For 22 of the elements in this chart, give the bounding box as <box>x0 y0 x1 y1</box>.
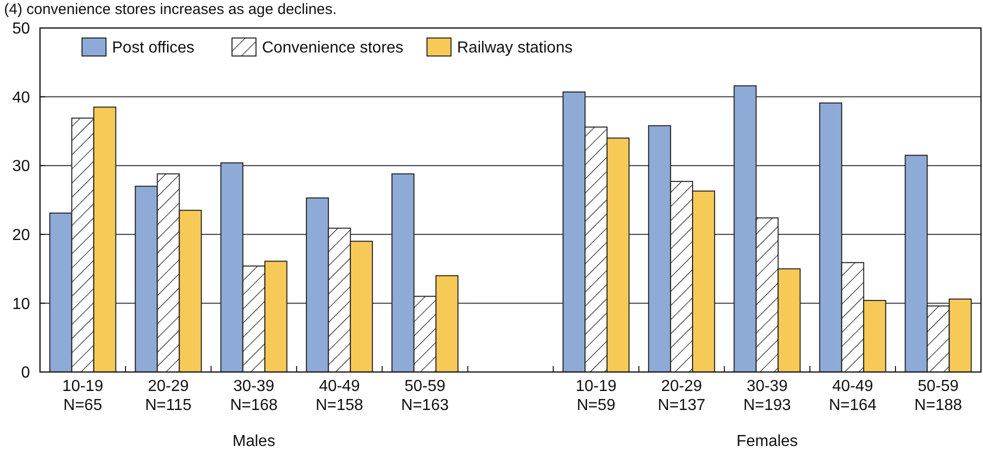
y-tick-label: 50 <box>12 20 30 38</box>
x-tick-label: 20-29 N=137 <box>658 378 706 414</box>
y-tick-label: 30 <box>12 158 30 176</box>
x-tick-label: 10-19 N=65 <box>62 378 104 414</box>
x-tick-label: 40-49 N=158 <box>316 378 364 414</box>
x-tick-label: 40-49 N=164 <box>828 378 877 414</box>
text: Males <box>232 433 276 450</box>
x-tick-label: 30-39 N=168 <box>230 378 278 414</box>
x-tick-label: 30-39 N=193 <box>743 378 792 414</box>
y-tick-label: 20 <box>12 227 30 244</box>
y-tick-label: 40 <box>12 89 30 106</box>
x-tick-label: 50-59 N=163 <box>401 378 449 414</box>
legend-label: Railway stations <box>457 40 573 57</box>
x-tick-label: 20-29 N=115 <box>145 378 192 414</box>
y-tick-label: 0 <box>21 364 30 382</box>
y-tick-label: 10 <box>12 296 30 313</box>
text: Females <box>736 433 798 450</box>
x-tick-label: 10-19 N=59 <box>576 378 617 414</box>
legend-label: Convenience stores <box>262 40 404 57</box>
x-tick-label: 50-59 N=188 <box>914 378 962 414</box>
legend-label: Post offices <box>112 40 194 57</box>
chart-title: (4) convenience stores increases as age declines. <box>4 1 337 18</box>
